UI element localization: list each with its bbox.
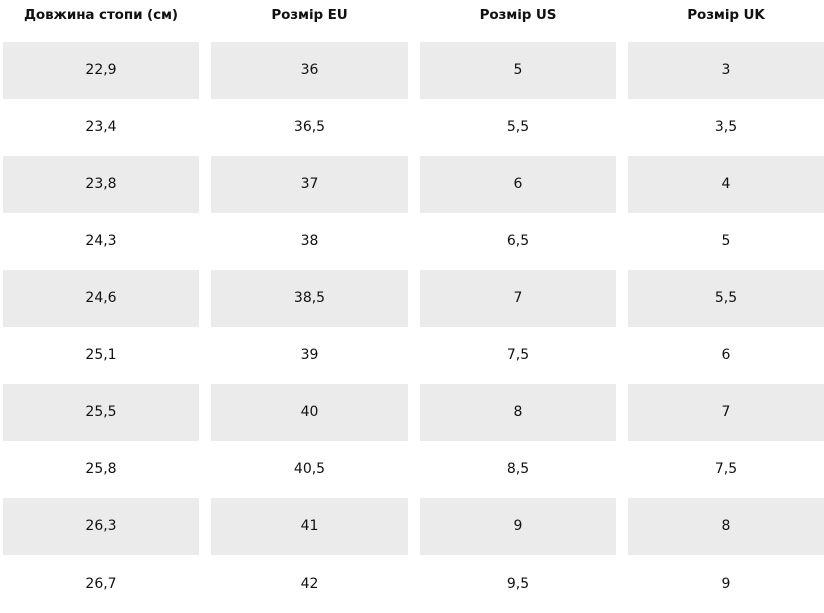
table-row: 23,4 36,5 5,5 3,5 [0,99,824,156]
cell-size-us: 9,5 [506,576,530,592]
cell-size-us: 9 [420,498,616,555]
cell-size-eu: 37 [211,156,408,213]
cell-foot-length: 25,1 [85,347,117,363]
cell-foot-length: 22,9 [3,42,199,99]
cell-size-uk: 5 [721,233,731,249]
cell-size-us: 6,5 [506,233,530,249]
header-foot-length: Довжина стопи (см) [23,7,179,23]
table-header: Довжина стопи (см) Розмір EU Розмір US Р… [0,0,824,30]
cell-size-uk: 7,5 [714,461,738,477]
cell-size-eu: 38,5 [211,270,408,327]
cell-size-eu: 39 [300,347,319,363]
cell-foot-length: 25,8 [85,461,117,477]
cell-foot-length: 24,6 [3,270,199,327]
table-row: 24,6 38,5 7 5,5 [0,270,824,327]
header-size-uk: Розмір UK [687,7,765,23]
cell-size-eu: 38 [300,233,319,249]
cell-size-us: 8 [420,384,616,441]
cell-size-eu: 36,5 [293,119,326,135]
cell-foot-length: 25,5 [3,384,199,441]
cell-foot-length: 23,4 [85,119,117,135]
cell-size-eu: 40 [211,384,408,441]
cell-size-us: 7,5 [506,347,530,363]
table-row: 25,1 39 7,5 6 [0,327,824,384]
table-row: 22,9 36 5 3 [0,42,824,99]
cell-size-eu: 42 [300,576,319,592]
cell-size-us: 7 [420,270,616,327]
table-row: 24,3 38 6,5 5 [0,213,824,270]
cell-size-uk: 9 [721,576,731,592]
table-row: 23,8 37 6 4 [0,156,824,213]
header-size-us: Розмір US [479,7,557,23]
cell-size-uk: 6 [721,347,731,363]
cell-size-us: 8,5 [506,461,530,477]
header-size-eu: Розмір EU [271,7,348,23]
cell-foot-length: 26,7 [85,576,117,592]
cell-size-us: 5,5 [506,119,530,135]
cell-size-eu: 40,5 [293,461,326,477]
table-row: 25,5 40 8 7 [0,384,824,441]
cell-size-uk: 8 [628,498,824,555]
cell-size-uk: 7 [628,384,824,441]
cell-size-uk: 5,5 [628,270,824,327]
cell-foot-length: 24,3 [85,233,117,249]
cell-foot-length: 26,3 [3,498,199,555]
cell-foot-length: 23,8 [3,156,199,213]
cell-size-us: 6 [420,156,616,213]
cell-size-eu: 36 [211,42,408,99]
table-row: 25,8 40,5 8,5 7,5 [0,441,824,498]
table-row: 26,7 42 9,5 9 [0,556,824,613]
cell-size-uk: 3,5 [714,119,738,135]
cell-size-eu: 41 [211,498,408,555]
cell-size-us: 5 [420,42,616,99]
cell-size-uk: 4 [628,156,824,213]
cell-size-uk: 3 [628,42,824,99]
table-row: 26,3 41 9 8 [0,498,824,555]
